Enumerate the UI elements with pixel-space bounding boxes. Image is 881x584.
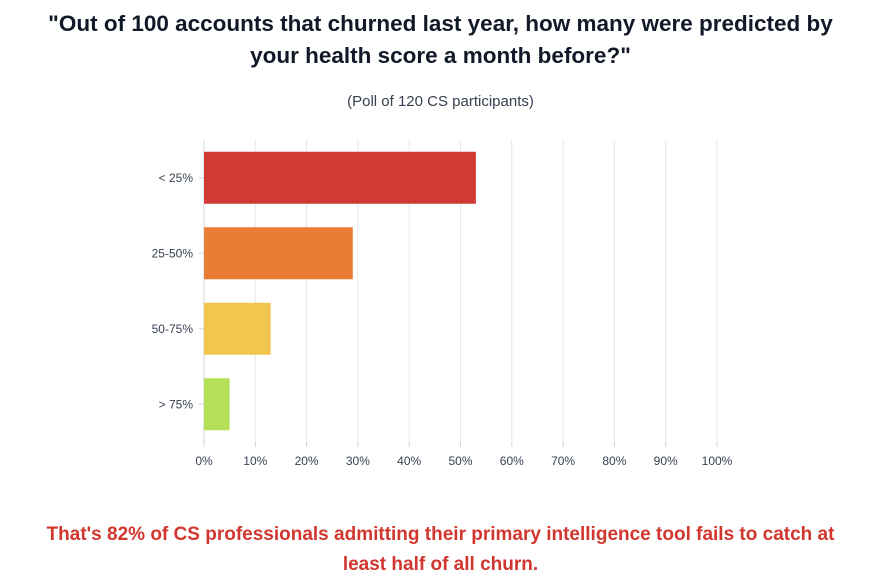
x-tick-label: 70% <box>551 454 575 468</box>
chart-title: "Out of 100 accounts that churned last y… <box>0 8 881 72</box>
footer-callout-line-2: least half of all churn. <box>342 554 539 575</box>
bar <box>204 302 271 355</box>
footer-callout-line-1: That's 82% of CS professionals admitting… <box>46 524 835 545</box>
x-tick-label: 100% <box>702 454 733 468</box>
x-tick-label: 0% <box>195 454 213 468</box>
x-tick-label: 50% <box>448 454 472 468</box>
chart-title-line-1: "Out of 100 accounts that churned last y… <box>48 11 833 36</box>
y-category-label: < 25% <box>159 171 194 185</box>
bar <box>204 378 230 431</box>
y-category-label: > 75% <box>159 397 194 411</box>
x-tick-label: 30% <box>346 454 370 468</box>
x-tick-label: 80% <box>602 454 626 468</box>
x-tick-label: 90% <box>654 454 678 468</box>
chart-subtitle: (Poll of 120 CS participants) <box>347 93 534 110</box>
x-tick-label: 60% <box>500 454 524 468</box>
x-tick-label: 10% <box>243 454 267 468</box>
bar <box>204 151 476 204</box>
x-tick-label: 40% <box>397 454 421 468</box>
y-category-label: 25-50% <box>152 246 194 260</box>
x-tick-label: 20% <box>295 454 319 468</box>
bar <box>204 227 353 280</box>
y-category-label: 50-75% <box>152 322 194 336</box>
footer-callout: That's 82% of CS professionals admitting… <box>0 520 881 580</box>
chart-title-line-2: your health score a month before?" <box>250 43 631 68</box>
